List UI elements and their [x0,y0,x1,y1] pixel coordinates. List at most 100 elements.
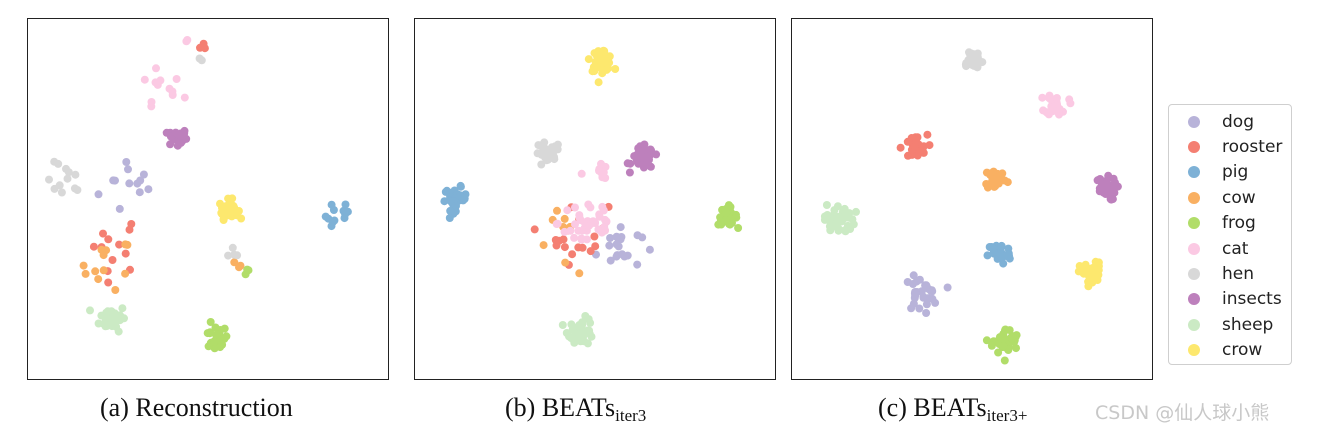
point-dog [109,176,118,185]
point-hen [50,184,59,193]
point-frog [212,330,221,339]
point-pig [989,248,998,257]
cluster-hen [533,138,562,169]
cluster-cow [982,167,1012,192]
point-insects [652,150,661,159]
point-crow [1090,273,1099,282]
legend-label-rooster: rooster [1222,137,1283,158]
cluster-pig [440,181,470,222]
point-pig [447,197,455,206]
legend-label-pig: pig [1222,162,1249,183]
point-dog [605,241,614,250]
point-dog [922,283,931,292]
point-sheep [843,221,852,230]
legend-marker-dog [1188,115,1200,128]
cluster-dog [592,223,654,269]
scatter-plot-c [820,48,1122,365]
point-cat [563,206,572,215]
point-rooster [99,229,107,238]
point-hen [50,157,59,166]
point-pig [340,214,349,223]
cluster-dog [903,271,952,317]
cluster-cow [230,258,245,272]
point-cow [998,169,1007,178]
point-frog [205,329,214,338]
point-sheep [558,321,567,329]
point-cow [986,169,995,178]
point-pig [328,218,337,227]
point-pig [456,182,465,191]
point-rooster [896,143,905,152]
point-insects [625,168,634,177]
point-crow [594,78,603,87]
legend-marker-pig [1188,166,1200,179]
legend-label-dog: dog [1222,111,1254,132]
watermark-text: CSDN @仙人球小熊 [1095,402,1270,424]
point-sheep [565,332,573,341]
point-hen [62,164,70,173]
point-sheep [575,330,584,339]
cluster-frog [982,325,1021,365]
legend-label-sheep: sheep [1222,314,1274,335]
point-dog [645,245,654,254]
point-hen [57,188,66,197]
scatter-plot-b [440,46,743,348]
legend-item-frog: frog [1169,211,1291,236]
point-hen [228,243,237,252]
point-rooster [923,130,932,139]
cluster-sheep [86,304,128,336]
point-cat [165,84,174,93]
point-dog [907,304,916,313]
point-dog [633,231,642,240]
cluster-insects [162,126,191,150]
point-dog [612,240,621,249]
point-dog [136,176,145,185]
cluster-frog [203,318,231,353]
caption-c-sub: iter3+ [986,406,1028,425]
point-sheep [852,207,860,216]
point-cat [552,220,561,228]
point-frog [216,343,225,352]
point-sheep [109,309,118,318]
caption-a: (a) Reconstruction [100,393,293,426]
point-frog [999,342,1008,350]
cluster-crow [584,46,620,87]
point-cow [553,206,561,215]
legend-label-hen: hen [1222,264,1255,285]
legend-marker-insects [1188,293,1200,306]
point-crow [1091,257,1100,266]
point-rooster [560,243,569,252]
point-cat [1055,105,1064,113]
point-cow [91,267,100,276]
legend-marker-cat [1188,242,1200,255]
point-insects [177,131,185,140]
scatter-panel-beats-iter3plus [791,18,1153,380]
point-dog [922,309,931,317]
point-frog [206,318,215,326]
point-crow [219,216,228,224]
cluster-cat [552,169,611,244]
cluster-cow [79,240,132,294]
point-rooster [121,249,130,258]
point-pig [327,200,336,209]
point-hen [548,152,557,161]
point-cow [81,269,90,278]
point-sheep [575,322,584,331]
chart-legend: dog rooster pig cow frog cat hen insects sheep cr… [1168,104,1292,365]
point-cat [152,64,160,73]
point-cat [1046,95,1055,104]
point-sheep [113,316,122,325]
legend-item-sheep: sheep [1169,312,1291,337]
legend-marker-crow [1188,344,1200,357]
point-rooster [104,235,113,244]
point-dog [943,283,952,292]
legend-item-dog: dog [1169,109,1291,134]
legend-label-frog: frog [1222,213,1256,234]
scatter-plot-a [45,36,352,353]
point-dog [124,165,132,174]
point-cat [584,200,593,209]
point-sheep [836,217,845,226]
caption-a-text: (a) Reconstruction [100,393,293,422]
point-insects [640,140,649,149]
legend-label-crow: crow [1222,340,1263,361]
